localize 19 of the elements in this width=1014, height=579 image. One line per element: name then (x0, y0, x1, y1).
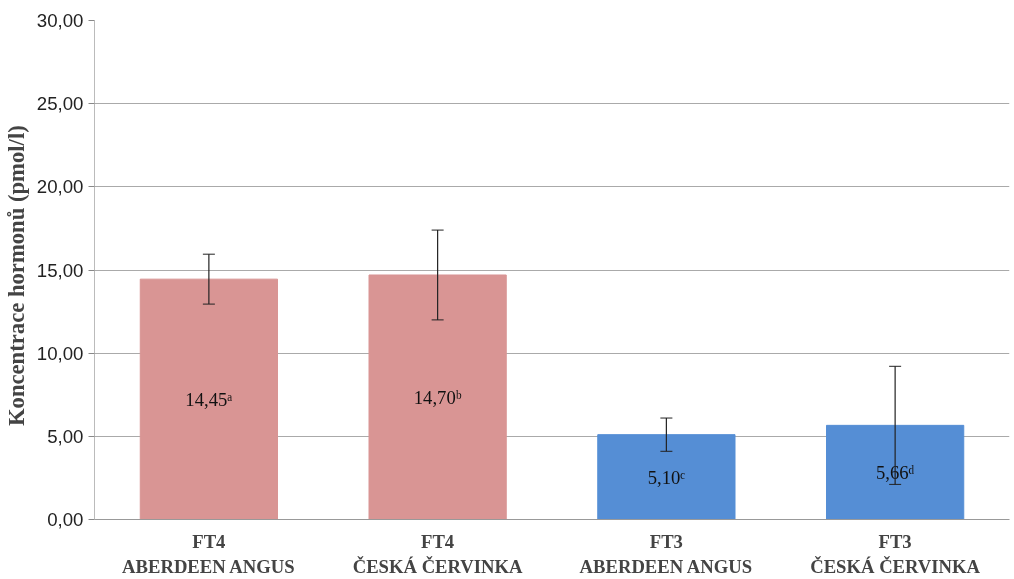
data-label: 14,70ᵇ (413, 386, 462, 408)
x-tick-label: FT4 ABERDEEN ANGUS (122, 530, 295, 577)
bar (368, 274, 507, 520)
y-tick-label: 5,00 (47, 425, 84, 447)
data-label: 14,45ᵃ (185, 388, 233, 410)
data-label: 5,10ᶜ (647, 466, 686, 488)
y-tick-label: 25,00 (36, 93, 84, 115)
y-tick-label: 20,00 (36, 176, 84, 198)
bar (826, 424, 965, 520)
y-tick-label: 30,00 (36, 10, 84, 31)
bar (139, 278, 278, 520)
y-axis-title: Koncentrace hormonů (pmol/l) (3, 125, 29, 427)
x-tick-label: FT4 ČESKÁ ČERVINKA (352, 530, 524, 577)
y-tick-label: 0,00 (47, 509, 84, 530)
x-tick-label: FT3 ČESKÁ ČERVINKA (810, 530, 981, 577)
x-tick-label: FT3 ABERDEEN ANGUS (579, 530, 753, 577)
y-tick-label: 15,00 (36, 259, 84, 281)
y-tick-label: 10,00 (36, 342, 84, 364)
bar (597, 434, 736, 520)
